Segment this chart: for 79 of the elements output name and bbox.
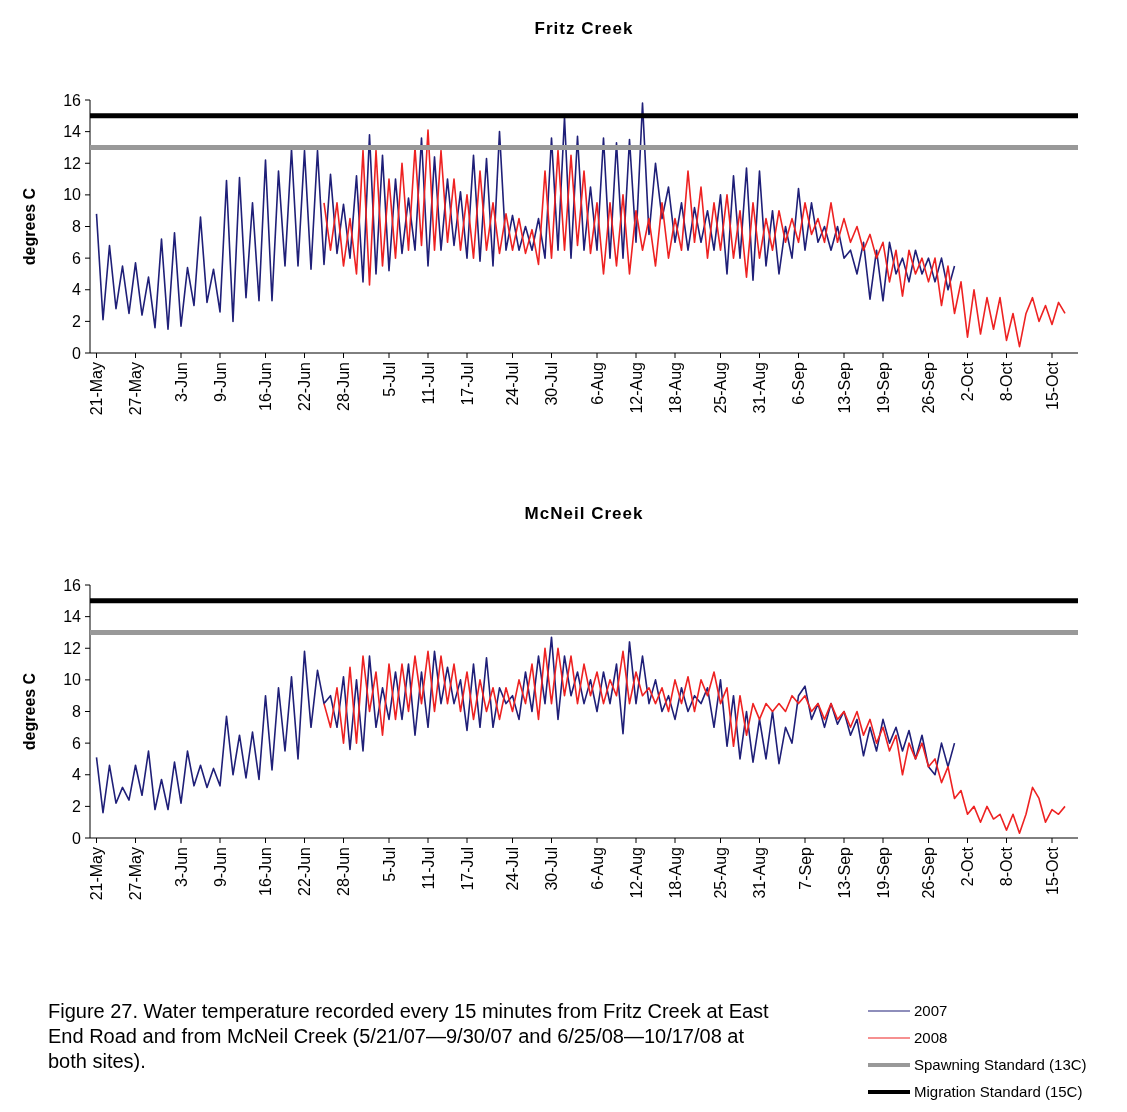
y-tick-label: 8: [72, 218, 82, 236]
x-tick-label: 28-Jun: [335, 362, 353, 411]
x-tick-label: 30-Jul: [543, 847, 561, 891]
line-series: [323, 129, 1066, 348]
x-tick-label: 13-Sep: [835, 361, 853, 414]
x-tick-label: 3-Jun: [172, 847, 190, 888]
x-tick-label: 18-Aug: [666, 362, 684, 414]
y-tick-label: 12: [63, 639, 82, 657]
x-tick-label: 18-Aug: [666, 847, 684, 899]
legend-label: 2008: [914, 1029, 948, 1047]
x-tick-label: 30-Jul: [543, 362, 561, 406]
y-tick-label: 0: [72, 344, 82, 362]
x-tick-label: 19-Sep: [874, 846, 892, 899]
y-tick-label: 16: [63, 576, 82, 594]
x-tick-label: 7-Sep: [796, 846, 814, 890]
x-tick-label: 6-Sep: [790, 361, 808, 405]
x-tick-label: 15-Oct: [1043, 361, 1061, 411]
legend-label: Migration Standard (15C): [914, 1083, 1083, 1101]
x-tick-label: 22-Jun: [296, 362, 314, 411]
x-tick-label: 8-Oct: [998, 361, 1016, 402]
x-tick-label: 9-Jun: [211, 362, 229, 403]
x-tick-label: 24-Jul: [504, 362, 522, 406]
y-tick-label: 10: [63, 186, 82, 204]
x-tick-label: 2-Oct: [959, 846, 977, 887]
x-tick-label: 15-Oct: [1043, 846, 1061, 896]
y-tick-label: 4: [72, 281, 82, 299]
y-axis-title: degrees C: [21, 187, 38, 266]
y-tick-label: 14: [63, 123, 82, 141]
chart-title: Fritz Creek: [534, 19, 634, 38]
x-tick-label: 3-Jun: [172, 362, 190, 403]
x-tick-label: 16-Jun: [257, 847, 275, 896]
x-tick-label: 9-Jun: [211, 847, 229, 888]
x-tick-label: 12-Aug: [627, 362, 645, 414]
x-tick-label: 31-Aug: [751, 362, 769, 414]
caption: Figure 27. Water temperature recorded every 15 minutes from Fritz Creek at East End Road and from McNeil Creek (5/21/07—9/30/07 and 6/25/08—10/17/08 at both sites).: [48, 1000, 770, 1072]
x-tick-label: 22-Jun: [296, 847, 314, 896]
x-tick-label: 27-May: [127, 847, 145, 901]
chart-title: McNeil Creek: [524, 504, 644, 523]
x-tick-label: 28-Jun: [335, 847, 353, 896]
x-tick-label: 26-Sep: [920, 361, 938, 414]
y-tick-label: 6: [72, 734, 82, 752]
x-tick-label: 21-May: [88, 362, 106, 416]
x-tick-label: 6-Aug: [588, 362, 606, 405]
x-tick-label: 25-Aug: [712, 847, 730, 899]
x-tick-label: 11-Jul: [419, 362, 437, 405]
y-tick-label: 14: [63, 608, 82, 626]
y-tick-label: 12: [63, 154, 82, 172]
x-tick-label: 26-Sep: [920, 846, 938, 899]
y-axis-title: degrees C: [21, 672, 38, 751]
x-tick-label: 27-May: [127, 362, 145, 416]
x-tick-label: 17-Jul: [458, 847, 476, 891]
x-tick-label: 19-Sep: [874, 361, 892, 414]
y-tick-label: 16: [63, 91, 82, 109]
x-tick-label: 12-Aug: [627, 847, 645, 899]
x-tick-label: 17-Jul: [458, 362, 476, 406]
line-series: [95, 102, 956, 331]
x-tick-label: 31-Aug: [751, 847, 769, 899]
x-tick-label: 25-Aug: [712, 362, 730, 414]
x-tick-label: 5-Jul: [380, 362, 398, 397]
y-tick-label: 4: [72, 766, 82, 784]
y-tick-label: 10: [63, 671, 82, 689]
y-tick-label: 8: [72, 703, 82, 721]
y-tick-label: 0: [72, 829, 82, 847]
y-tick-label: 6: [72, 249, 82, 267]
y-tick-label: 2: [72, 797, 82, 815]
x-tick-label: 6-Aug: [588, 847, 606, 890]
x-tick-label: 16-Jun: [257, 362, 275, 411]
line-series: [95, 636, 956, 814]
x-tick-label: 8-Oct: [998, 846, 1016, 887]
line-series: [323, 647, 1066, 835]
y-tick-label: 2: [72, 312, 82, 330]
x-tick-label: 5-Jul: [380, 847, 398, 882]
x-tick-label: 24-Jul: [504, 847, 522, 891]
x-tick-label: 2-Oct: [959, 361, 977, 402]
x-tick-label: 13-Sep: [835, 846, 853, 899]
legend-label: 2007: [914, 1002, 948, 1020]
x-tick-label: 21-May: [88, 847, 106, 901]
legend-label: Spawning Standard (13C): [914, 1056, 1087, 1074]
x-tick-label: 11-Jul: [419, 847, 437, 890]
